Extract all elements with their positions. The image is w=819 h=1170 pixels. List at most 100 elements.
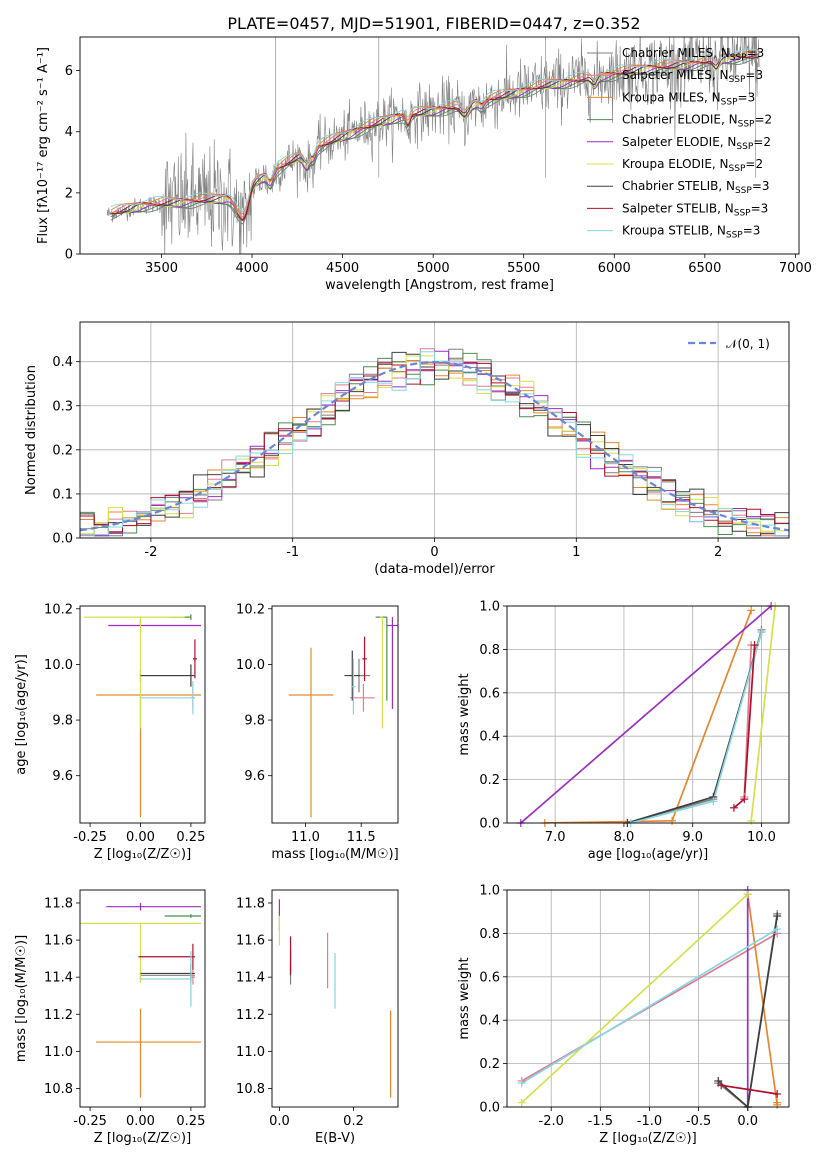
legend-subscript: SSP <box>730 53 747 63</box>
legend-value: =3 <box>738 90 756 104</box>
x-tick-label: 0.00 <box>126 1114 155 1129</box>
x-tick-label: 1 <box>572 545 580 560</box>
panel-z-age: -0.25 0.00 0.25 9.6 9.8 10.0 10.2 Z [log₁₀(Z/Z☉… <box>14 602 206 862</box>
axes-frame <box>506 605 790 824</box>
legend-entry: Kroupa STELIB, NSSP=3 <box>622 224 760 241</box>
y-tick-label: 9.8 <box>52 714 73 729</box>
legend-subscript: SSP <box>738 120 755 130</box>
x-tick-label: 0.25 <box>176 830 205 845</box>
gaussian-curve <box>80 360 789 532</box>
legend-value: =3 <box>747 46 765 60</box>
plot-area <box>288 616 398 818</box>
x-axis-label: Z [log₁₀(Z/Z☉)] <box>94 847 191 862</box>
y-tick-label: 11.2 <box>236 1008 265 1023</box>
y-tick-label: 0.2 <box>479 1057 500 1072</box>
y-axis-label: mass weight <box>457 673 472 755</box>
axes-frame <box>79 889 206 1108</box>
plot-area <box>278 899 392 1098</box>
x-axis-label: Z [log₁₀(Z/Z☉)] <box>94 1131 191 1146</box>
plot-area <box>106 37 760 254</box>
y-axis-label: Flux [fλ10⁻¹⁷ erg cm⁻² s⁻¹ A⁻¹] <box>36 47 51 244</box>
legend-subscript: SSP <box>736 142 753 152</box>
plot-area <box>80 902 201 1098</box>
legend-entry: Kroupa MILES, NSSP=3 <box>622 90 755 107</box>
y-tick-label: 1.0 <box>479 884 500 899</box>
y-tick-label: 0.2 <box>52 443 73 458</box>
residual-histogram-kroupa-stelib <box>80 351 789 537</box>
y-tick-label: 9.6 <box>244 769 265 784</box>
weight-line <box>521 893 749 1104</box>
x-tick-label: 0.0 <box>737 1114 758 1129</box>
y-tick-label: 9.6 <box>52 769 73 784</box>
y-tick-label: 11.8 <box>236 896 265 911</box>
x-tick-label: 2 <box>714 545 722 560</box>
legend-subscript: SSP <box>735 186 752 196</box>
model-spectrum-kroupa-miles <box>110 49 759 215</box>
x-tick-label: 4000 <box>236 261 269 276</box>
legend-subscript: SSP <box>726 231 743 241</box>
y-tick-label: 0.4 <box>479 1014 500 1029</box>
x-tick-label: 3500 <box>145 261 178 276</box>
y-tick-label: 1.0 <box>479 600 500 615</box>
y-tick-label: 0.8 <box>479 643 500 658</box>
x-tick-label: 0.25 <box>176 1114 205 1129</box>
panels: 3500 4000 4500 5000 5500 6000 6500 7000 0 2 4 6 wave… <box>14 36 812 1146</box>
legend-subscript: SSP <box>721 97 738 107</box>
x-axis-label: mass [log₁₀(M/M☉)] <box>271 847 398 862</box>
weight-line <box>721 1084 778 1095</box>
weight-line <box>521 928 778 1084</box>
x-tick-label: -1 <box>286 545 299 560</box>
x-tick-label: -2 <box>144 545 157 560</box>
weight-line <box>521 932 778 1082</box>
legend-value: =3 <box>752 179 770 193</box>
residual-histogram-chabrier-stelib <box>80 351 789 537</box>
legend-value: =3 <box>743 224 761 238</box>
y-axis-label: mass weight <box>457 957 472 1039</box>
x-tick-label: 6500 <box>688 261 721 276</box>
y-tick-label: 0.6 <box>479 686 500 701</box>
legend-entry: Kroupa ELODIE, NSSP=2 <box>622 157 763 174</box>
residual-histogram-salpeter-stelib <box>80 361 789 533</box>
axes-frame <box>79 36 800 255</box>
legend-subscript: SSP <box>734 208 751 218</box>
y-tick-label: 11.6 <box>44 934 73 949</box>
legend-entry: Salpeter STELIB, NSSP=3 <box>622 201 768 218</box>
y-tick-label: 11.0 <box>236 1045 265 1060</box>
weight-line <box>627 631 763 823</box>
weight-line <box>717 915 779 1107</box>
legend-value: =2 <box>745 157 763 171</box>
y-tick-label: 0.2 <box>479 773 500 788</box>
spectrum-legend: Chabrier MILES, NSSP=3 Salpeter MILES, NS… <box>587 46 772 241</box>
legend-entry: Salpeter ELODIE, NSSP=2 <box>622 135 771 152</box>
y-axis-label: mass [log₁₀(M/M☉)] <box>14 935 29 1062</box>
x-tick-label: 6000 <box>598 261 631 276</box>
x-tick-label: 11.5 <box>347 830 376 845</box>
model-spectrum-salpeter-elodie <box>110 55 759 220</box>
legend-subscript: SSP <box>729 164 746 174</box>
legend-entry: Chabrier STELIB, NSSP=3 <box>622 179 770 196</box>
y-tick-label: 10.0 <box>44 658 73 673</box>
x-tick-label: 10.0 <box>747 830 776 845</box>
y-tick-label: 0 <box>65 248 73 263</box>
y-tick-label: 10.8 <box>44 1082 73 1097</box>
y-tick-label: 11.4 <box>236 971 265 986</box>
legend-entry: Chabrier ELODIE, NSSP=2 <box>622 113 772 130</box>
x-axis-label: age [log₁₀(age/yr)] <box>588 847 709 862</box>
plot-area <box>520 606 777 823</box>
legend-entry: 𝒩(0, 1) <box>726 337 770 351</box>
y-tick-label: 11.0 <box>44 1045 73 1060</box>
x-tick-label: -0.25 <box>73 830 107 845</box>
x-tick-label: 9.0 <box>682 830 703 845</box>
y-tick-label: 0.0 <box>52 532 73 547</box>
legend-value: =3 <box>745 68 763 82</box>
y-axis-label: Normed distribution <box>24 365 39 495</box>
x-tick-label: -2.0 <box>539 1114 564 1129</box>
x-tick-label: -0.5 <box>686 1114 711 1129</box>
y-tick-label: 0.6 <box>479 970 500 985</box>
panel-z-weight: -2.0 -1.5 -1.0 -0.5 0.0 0.0 0.2 0.4 0.6 0.8 1.0 Z [… <box>457 884 790 1146</box>
y-tick-label: 10.2 <box>236 602 265 617</box>
y-tick-label: 10.0 <box>236 658 265 673</box>
model-spectrum-kroupa-stelib <box>110 48 759 212</box>
y-tick-label: 0.4 <box>52 355 73 370</box>
